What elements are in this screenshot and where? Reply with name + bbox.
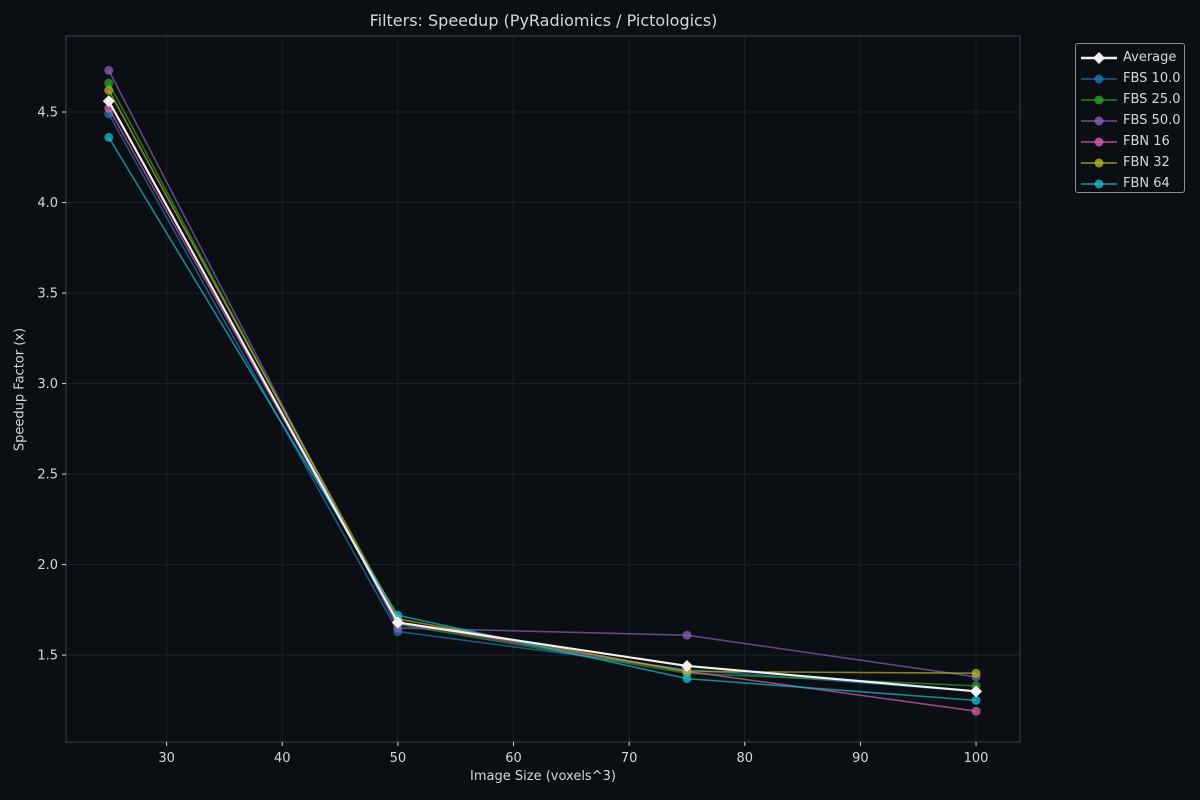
series-fbn-16: [104, 103, 981, 716]
data-point-diamond: [680, 659, 693, 672]
series-line: [108, 70, 977, 678]
series-fbs-50-0: [104, 65, 981, 682]
series-fbn-64: [104, 132, 981, 705]
axis-ticks: 30 40 50 60 70 80 90 100 1.5 2.0 2.5 3.0 3.5 4.0 4.5: [37, 106, 988, 766]
y-tick-label: 3.0: [37, 377, 58, 392]
series-line: [108, 108, 977, 713]
data-point-diamond: [102, 95, 115, 108]
y-tick-label: 2.0: [37, 558, 58, 573]
data-point: [971, 695, 981, 705]
plot-area: [65, 35, 1021, 743]
legend-item: FBN 64: [1076, 173, 1184, 194]
data-point: [682, 630, 692, 640]
legend-item: FBN 32: [1076, 152, 1184, 173]
legend-label: FBS 50.0: [1123, 113, 1181, 128]
data-point-diamond: [391, 616, 404, 629]
series-fbs-25-0: [104, 78, 981, 691]
legend: Average FBS 10.0 FBS 25.0 FBS 50.0 FBN 16 FBN…: [1075, 43, 1185, 193]
legend-label: FBS 10.0: [1123, 71, 1181, 86]
x-tick-label: 40: [274, 751, 291, 766]
legend-circle-marker-icon: [1081, 158, 1117, 167]
legend-circle-marker-icon: [1081, 179, 1117, 188]
x-tick-label: 30: [158, 751, 175, 766]
legend-label: FBS 25.0: [1123, 92, 1181, 107]
legend-item: FBS 50.0: [1076, 110, 1184, 131]
legend-label: FBN 64: [1123, 176, 1170, 191]
grid-lines: [66, 36, 1020, 742]
x-tick-label: 80: [737, 751, 754, 766]
x-tick-label: 70: [621, 751, 638, 766]
legend-label: FBN 16: [1123, 134, 1170, 149]
series-line: [108, 82, 977, 687]
y-tick-label: 2.5: [37, 468, 58, 483]
series-average: [102, 95, 983, 698]
y-axis-label: Speedup Factor (x): [12, 327, 28, 452]
legend-circle-marker-icon: [1081, 116, 1117, 125]
legend-item: FBN 16: [1076, 131, 1184, 152]
legend-diamond-marker-icon: [1081, 51, 1117, 64]
data-point: [104, 65, 114, 75]
series-fbn-32: [104, 85, 981, 678]
legend-circle-marker-icon: [1081, 137, 1117, 146]
x-tick-label: 90: [852, 751, 869, 766]
data-point: [682, 674, 692, 684]
legend-item: FBS 10.0: [1076, 68, 1184, 89]
data-point: [971, 706, 981, 716]
chart-title: Filters: Speedup (PyRadiomics / Pictolog…: [369, 11, 718, 30]
data-point: [971, 668, 981, 678]
data-point: [104, 85, 114, 95]
x-tick-label: 50: [390, 751, 407, 766]
series-fbs-10-0: [104, 109, 981, 696]
series-line: [108, 89, 977, 675]
series-line: [108, 136, 977, 702]
x-axis-label: Image Size (voxels^3): [470, 769, 616, 784]
legend-item: Average: [1076, 47, 1184, 68]
data-point: [104, 132, 114, 142]
y-tick-label: 4.0: [37, 196, 58, 211]
data-series: [102, 65, 983, 716]
y-tick-label: 4.5: [37, 106, 58, 121]
y-tick-label: 1.5: [37, 649, 58, 664]
x-tick-label: 60: [505, 751, 522, 766]
x-tick-label: 100: [964, 751, 989, 766]
series-line: [108, 113, 977, 693]
series-line: [107, 100, 977, 693]
y-tick-label: 3.5: [37, 287, 58, 302]
data-point: [104, 78, 114, 88]
legend-item: FBS 25.0: [1076, 89, 1184, 110]
legend-label: Average: [1123, 50, 1177, 65]
legend-circle-marker-icon: [1081, 74, 1117, 83]
legend-circle-marker-icon: [1081, 95, 1117, 104]
data-point-diamond: [970, 685, 983, 698]
legend-label: FBN 32: [1123, 155, 1170, 170]
